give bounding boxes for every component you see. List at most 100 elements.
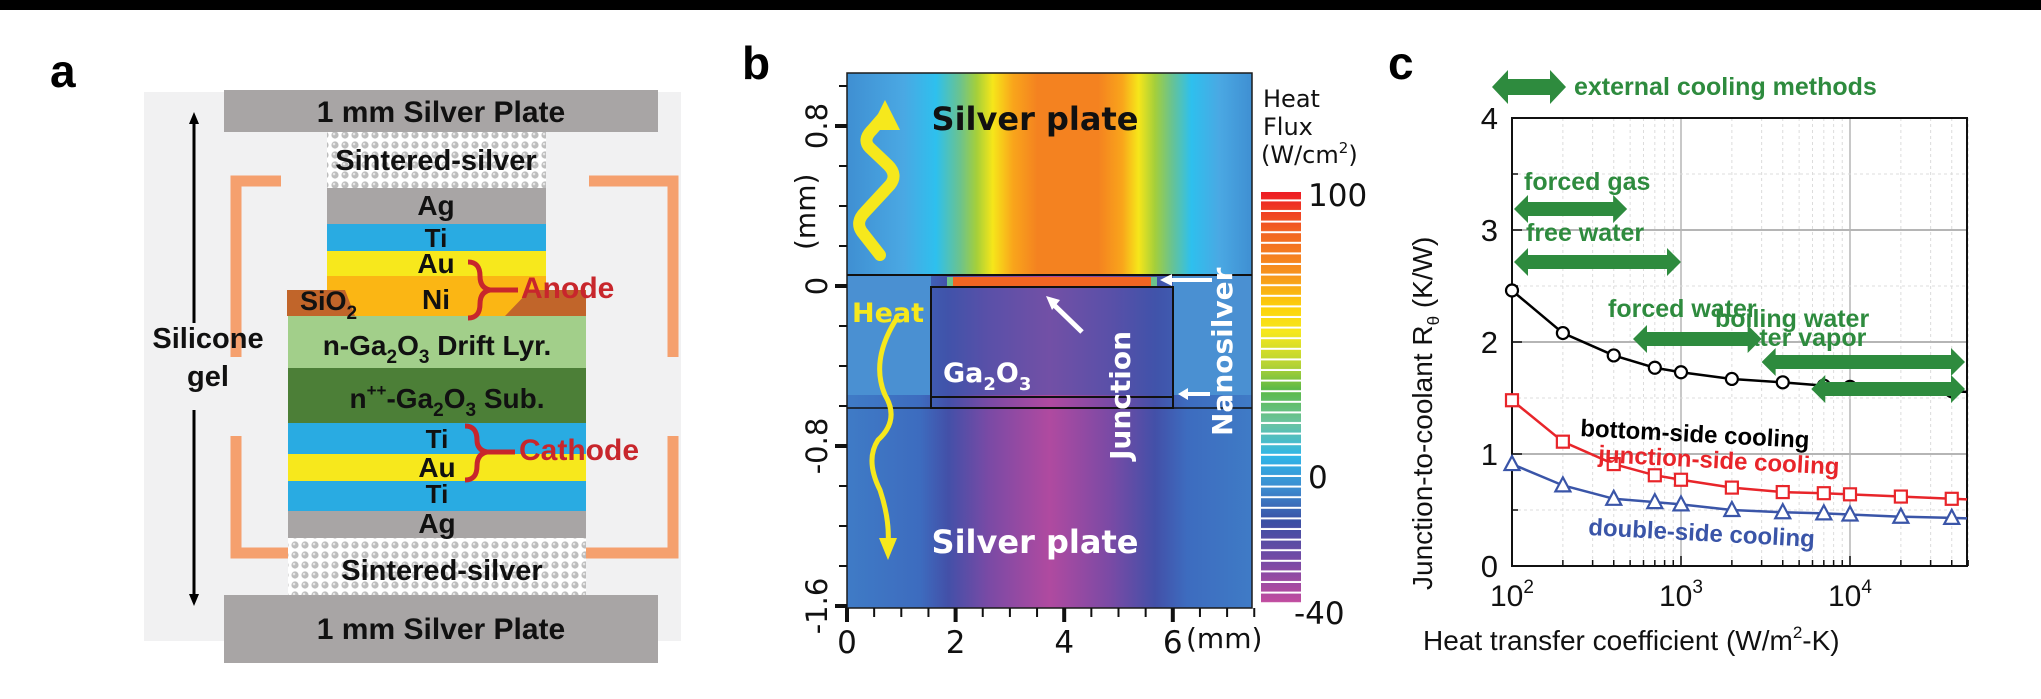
- top-ag-layer: [327, 188, 546, 224]
- ni-layer: [327, 276, 546, 316]
- sio2-label: SiO2: [300, 286, 357, 324]
- cooling-arrow-forced-gas: [1514, 195, 1628, 223]
- b-y-axis: 0.8 0 -0.8 -1.6: [800, 85, 847, 635]
- c-x-tick-label: 104: [1828, 577, 1872, 613]
- cooling-arrow-forced-water: [1633, 325, 1762, 353]
- c-y-tick-label: 0: [1481, 549, 1498, 584]
- c-point-triangle: [1840, 504, 1860, 522]
- top-silver-plate-field: [847, 73, 1252, 275]
- c-point-circle: [1775, 375, 1790, 390]
- sio2-left-block: [287, 290, 337, 316]
- drift-layer: [288, 316, 586, 368]
- bottom-ti-layer-2: [288, 481, 586, 511]
- c-y-tick-label: 4: [1481, 101, 1498, 136]
- bottom-au-label: Au: [418, 452, 455, 483]
- c-point-triangle: [1814, 503, 1834, 521]
- c-point-square: [1724, 480, 1739, 495]
- c-point-triangle: [1891, 506, 1911, 524]
- cooling-label-water-vapor: water vapor: [1725, 324, 1867, 352]
- bottom-sinter-label: Sintered-silver: [341, 555, 542, 587]
- bracket-bottom-right: [586, 436, 679, 559]
- c-point-square: [1893, 489, 1908, 504]
- nanosilver-pointer-top-head: [1160, 274, 1172, 286]
- ga2o3-label: Ga2O3: [943, 358, 1031, 395]
- c-point-square: [1555, 434, 1570, 449]
- b-x-axis-unit: (mm): [1186, 622, 1262, 655]
- heat-down-arrowhead: [879, 538, 897, 560]
- top-sintered-silver: [327, 132, 546, 188]
- bracket-top-left: [230, 175, 281, 357]
- bracket-top-right: [589, 175, 679, 357]
- colorbar-title-heat: Heat: [1263, 85, 1320, 113]
- bottom-ti-label-2: Ti: [426, 479, 449, 509]
- heatmap-frame: [846, 72, 1253, 609]
- colorbar-zero-label: 0: [1308, 460, 1328, 496]
- anode-label: Anode: [521, 272, 614, 305]
- c-point-square: [1775, 484, 1790, 500]
- bottom-plate-label: 1 mm Silver Plate: [317, 613, 565, 646]
- b-x-tick-label: 2: [946, 625, 966, 661]
- arrow-down-head: [189, 594, 199, 606]
- top-sinter-label: Sintered-silver: [335, 145, 536, 177]
- c-point-triangle: [1604, 488, 1624, 506]
- heat-up-arrow: [853, 109, 900, 261]
- b-y-tick-label: 0.8: [800, 103, 834, 149]
- c-series-line-double-side-cooling: [1511, 462, 1968, 520]
- c-y-tick-label: 2: [1481, 325, 1498, 360]
- top-ti-label: Ti: [425, 223, 448, 253]
- silicone-label: Silicone: [152, 323, 263, 355]
- cooling-label-forced-water: forced water: [1608, 295, 1757, 323]
- junction-pointer-head: [1046, 296, 1060, 310]
- b-x-tick-label: 0: [837, 625, 857, 661]
- b-y-axis-unit: (mm): [789, 174, 822, 250]
- c-point-square: [1944, 491, 1959, 506]
- cooling-arrow-water-vapor: [1811, 375, 1965, 403]
- sio2-left-slope: [337, 290, 355, 316]
- bottom-ti-label-1: Ti: [426, 424, 449, 454]
- c-point-square: [1816, 486, 1831, 501]
- external-cooling-label: external cooling methods: [1574, 73, 1877, 101]
- c-point-triangle: [1773, 501, 1793, 520]
- cooling-arrow-free-water: [1514, 248, 1681, 276]
- c-point-triangle: [1502, 453, 1522, 472]
- cooling-label-free-water: free water: [1526, 219, 1644, 247]
- colorbar-title-flux: Flux: [1263, 113, 1313, 141]
- bracket-bottom-left: [230, 436, 290, 559]
- nanosilver-label: Nanosilver: [1206, 267, 1239, 436]
- bottom-ag-label: Ag: [418, 508, 455, 539]
- c-point-circle: [1673, 365, 1689, 380]
- double-side-cooling-label: double-side cooling: [1588, 514, 1816, 553]
- b-x-tick-label: 4: [1054, 625, 1074, 661]
- c-point-square: [1504, 393, 1520, 408]
- bottom-silver-plate: [224, 595, 658, 663]
- heat-label: Heat: [852, 298, 924, 329]
- junction-edge-left: [947, 277, 953, 286]
- junction-edge-right: [1151, 277, 1157, 286]
- drift-label: n-Ga2O3 Drift Lyr.: [323, 330, 552, 368]
- c-y-tick-label: 3: [1481, 213, 1498, 248]
- c-point-triangle: [1942, 507, 1962, 525]
- c-point-circle: [1606, 348, 1621, 363]
- top-plate-label: 1 mm Silver Plate: [317, 96, 565, 129]
- cooling-label-forced-gas: forced gas: [1524, 168, 1650, 196]
- bottom-au-layer: [288, 454, 586, 481]
- c-point-square: [1673, 472, 1689, 487]
- junction-hotspot: [953, 277, 1151, 286]
- c-point-triangle: [1645, 491, 1665, 510]
- c-x-axis-label: Heat transfer coefficient (W/m2-K): [1423, 623, 1840, 656]
- c-point-circle: [1504, 283, 1520, 298]
- c-point-circle: [1647, 360, 1662, 375]
- c-point-circle: [1724, 371, 1739, 387]
- c-point-triangle: [1553, 475, 1573, 493]
- top-silver-plate: [224, 90, 658, 132]
- b-y-tick-label: -1.6: [800, 578, 834, 635]
- junction-pointer-arrow: [1050, 301, 1084, 334]
- top-silver-plate-label: Silver plate: [932, 100, 1139, 138]
- panel-label-a: a: [50, 45, 76, 97]
- sio2-right: [505, 290, 586, 316]
- c-y-tick-label: 1: [1481, 437, 1498, 472]
- top-black-bar: [0, 0, 2041, 10]
- heat-up-arrowhead: [870, 100, 900, 130]
- colorbar-stripes: [1261, 192, 1301, 604]
